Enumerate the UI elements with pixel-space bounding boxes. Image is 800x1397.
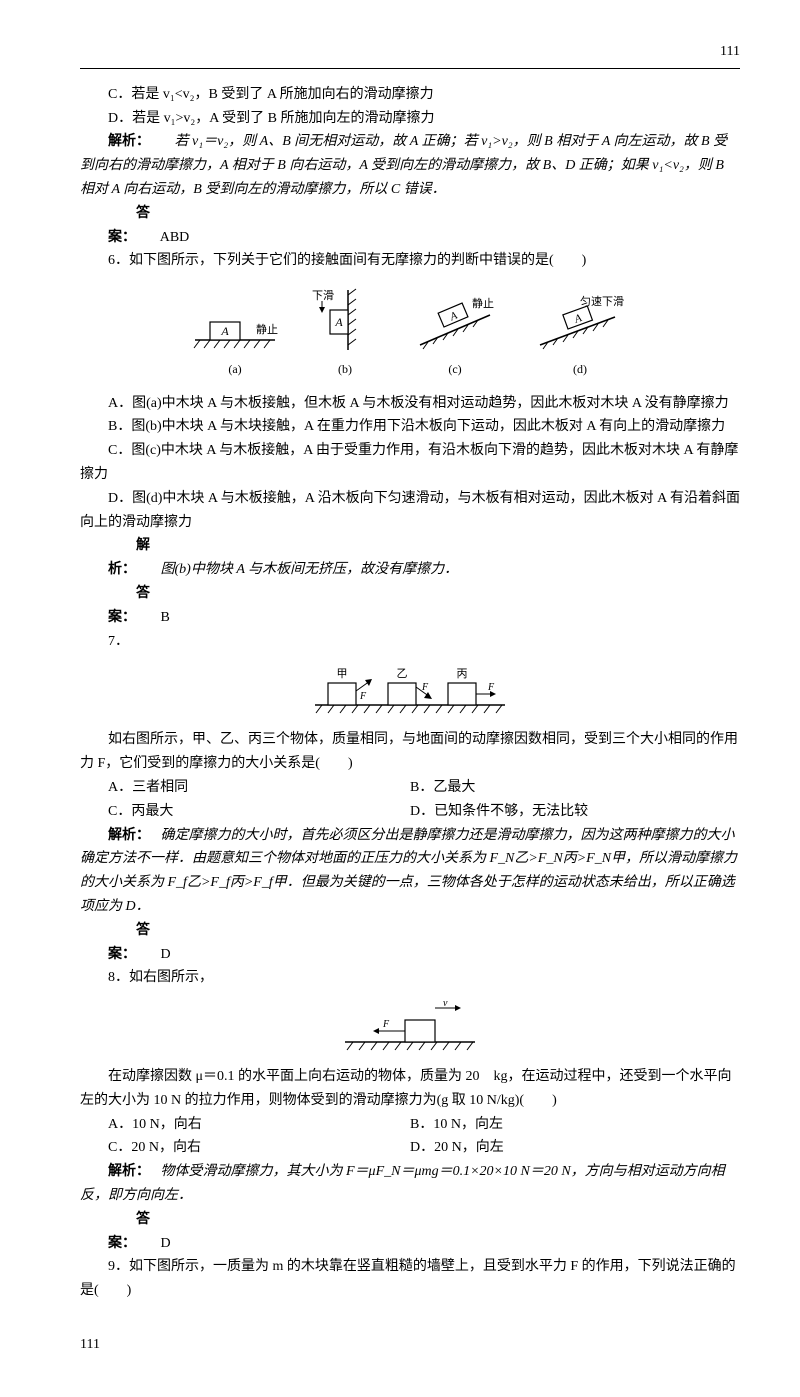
q6-fig-c: A 静止 (c) [410,295,500,379]
q6-option-d: D．图(d)中木块 A 与木板接触，A 沿木板向下匀速滑动，与木板有相对运动，因… [80,487,740,535]
q8-figure: v F [80,1000,740,1055]
page-number-bottom: 111 [80,1333,740,1357]
q6-figure-row: A 静止 (a) A 下滑 (b) [80,285,740,379]
q8-analysis-text: 物体受滑动摩擦力，其大小为 F＝μF_N＝μmg＝0.1×20×10 N＝20 … [80,1164,725,1203]
q6-analysis-text: 图(b)中物块 A 与木板间无挤压，故没有摩擦力． [161,562,459,577]
q7-answer: D [161,947,171,962]
q7-answer-row: 答案： D [80,919,740,967]
q7-option-a: A．三者相同 [80,776,410,800]
q5-option-d: D．若是 v₁>v₂，A 受到了 B 所施加向左的滑动摩擦力 [80,107,740,131]
q5-answer-row: 答案： ABD [80,202,740,250]
fig-c-svg: A 静止 [410,295,500,355]
q7-jia: 甲 [337,668,348,680]
fig-d-svg: A 匀速下滑 [530,295,630,355]
q8-answer-label: 答案： [108,1208,157,1256]
q7-figure: 甲 F 乙 F 丙 F [80,663,740,718]
q8-option-b: B．10 N，向左 [410,1113,740,1137]
fig-b-svg: A 下滑 [310,285,380,355]
q7-option-c: C．丙最大 [80,800,410,824]
q6-answer: B [161,610,170,625]
q7-answer-label: 答案： [108,919,157,967]
fig-a-cap: (a) [190,359,280,379]
q8-num: 8．如右图所示， [80,966,740,990]
q5-answer: ABD [160,230,190,245]
q6-fig-a: A 静止 (a) [190,300,280,379]
fig-b-label-A: A [334,315,343,329]
q6-answer-row: 答案： B [80,582,740,630]
fig-d-cap: (d) [530,359,630,379]
q7-option-b: B．乙最大 [410,776,740,800]
q7-yi: 乙 [397,667,408,680]
q7-num: 7． [80,630,740,654]
q7-analysis-text: 确定摩擦力的大小时，首先必须区分出是静摩擦力还是滑动摩擦力，因为这两种摩擦力的大… [80,828,737,914]
q6-stem: 6．如下图所示，下列关于它们的接触面间有无摩擦力的判断中错误的是( ) [80,249,740,273]
q5-analysis-text: 若 v₁＝v₂，则 A、B 间无相对运动，故 A 正确；若 v₁>v₂，则 B … [80,134,727,197]
fig-a-label-A: A [220,324,229,338]
q7-analysis: 解析： 确定摩擦力的大小时，首先必须区分出是静摩擦力还是滑动摩擦力，因为这两种摩… [80,824,740,919]
fig-c-still: 静止 [472,296,494,310]
q8-analysis-label: 解析： [80,1160,157,1184]
q8-svg: v F [335,1000,485,1055]
q5-analysis: 解析： 若 v₁＝v₂，则 A、B 间无相对运动，故 A 正确；若 v₁>v₂，… [80,130,740,201]
q7-option-d: D．已知条件不够，无法比较 [410,800,740,824]
q8-F: F [382,1019,390,1030]
q7-analysis-label: 解析： [80,824,157,848]
q6-fig-b: A 下滑 (b) [310,285,380,379]
fig-b-cap: (b) [310,359,380,379]
q6-option-b: B．图(b)中木块 A 与木块接触，A 在重力作用下沿木板向下运动，因此木板对 … [80,415,740,439]
q7-F1: F [359,691,367,702]
q8-v: v [443,1000,448,1009]
q8-analysis: 解析： 物体受滑动摩擦力，其大小为 F＝μF_N＝μmg＝0.1×20×10 N… [80,1160,740,1208]
fig-d-uniform: 匀速下滑 [580,295,624,308]
q5-option-c: C．若是 v₁<v₂，B 受到了 A 所施加向右的滑动摩擦力 [80,83,740,107]
q8-option-a: A．10 N，向右 [80,1113,410,1137]
fig-a-svg: A 静止 [190,300,280,355]
q8-answer: D [161,1236,171,1251]
q6-answer-label: 答案： [108,582,157,630]
q8-option-c: C．20 N，向右 [80,1136,410,1160]
q8-stem: 在动摩擦因数 μ＝0.1 的水平面上向右运动的物体，质量为 20 kg，在运动过… [80,1065,740,1113]
fig-b-slide: 下滑 [312,289,334,302]
q7-svg: 甲 F 乙 F 丙 F [310,663,510,718]
q8-answer-row: 答案： D [80,1208,740,1256]
q6-analysis-label: 解析： [108,534,157,582]
q7-F2: F [421,682,429,693]
q6-option-a: A．图(a)中木块 A 与木板接触，但木板 A 与木板没有相对运动趋势，因此木板… [80,392,740,416]
q8-option-d: D．20 N，向左 [410,1136,740,1160]
top-rule [80,68,740,69]
page-number-top: 111 [80,40,740,64]
q5-answer-label: 答案： [108,202,157,250]
q6-fig-d: A 匀速下滑 (d) [530,295,630,379]
q9-stem: 9．如下图所示，一质量为 m 的木块靠在竖直粗糙的墙壁上，且受到水平力 F 的作… [80,1255,740,1303]
q7-F3: F [487,682,495,693]
fig-c-cap: (c) [410,359,500,379]
q5-analysis-label: 解析： [80,130,157,154]
q6-analysis: 解析： 图(b)中物块 A 与木板间无挤压，故没有摩擦力． [80,534,740,582]
fig-a-still: 静止 [256,322,278,336]
q7-bing: 丙 [457,668,468,680]
q7-stem: 如右图所示，甲、乙、丙三个物体，质量相同，与地面间的动摩擦因数相同，受到三个大小… [80,728,740,776]
q6-option-c: C．图(c)中木块 A 与木板接触，A 由于受重力作用，有沿木板向下滑的趋势，因… [80,439,740,487]
